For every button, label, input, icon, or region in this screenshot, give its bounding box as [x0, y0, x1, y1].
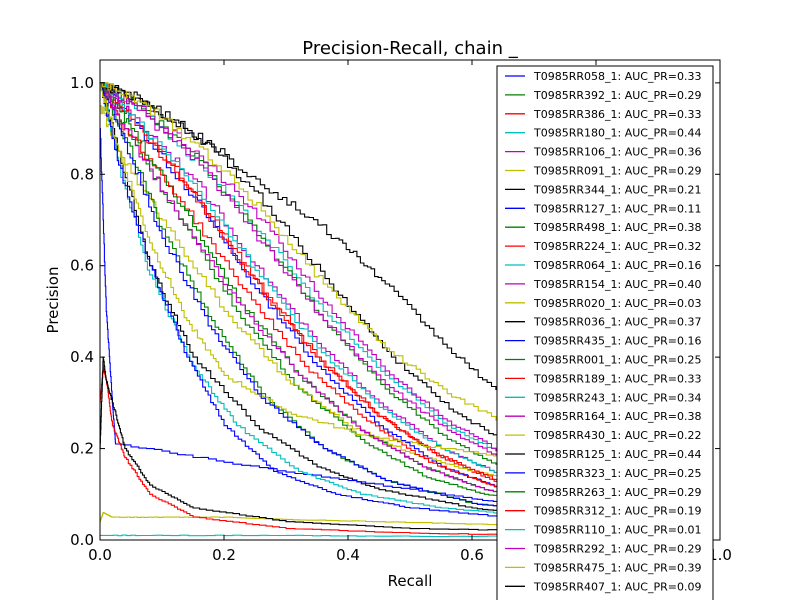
series-line-3: [100, 82, 547, 495]
legend-label: T0985RR243_1: AUC_PR=0.34: [533, 391, 701, 404]
series-line-5: [100, 82, 547, 490]
legend-label: T0985RR224_1: AUC_PR=0.32: [533, 240, 701, 253]
series-line-2: [100, 82, 547, 504]
y-axis-label: Precision: [44, 267, 62, 334]
series-line-20: [100, 82, 547, 463]
legend-label: T0985RR110_1: AUC_PR=0.01: [533, 524, 701, 537]
series-line-15: [100, 82, 547, 522]
series-line-27: [100, 82, 547, 440]
legend-label: T0985RR312_1: AUC_PR=0.19: [533, 505, 701, 518]
legend-label: T0985RR164_1: AUC_PR=0.38: [533, 410, 701, 423]
legend-label: T0985RR058_1: AUC_PR=0.33: [533, 70, 701, 83]
series-line-10: [100, 82, 547, 499]
legend-label: T0985RR064_1: AUC_PR=0.16: [533, 259, 701, 272]
series-line-13: [100, 512, 547, 527]
series-line-1: [100, 82, 547, 499]
legend-label: T0985RR106_1: AUC_PR=0.36: [533, 146, 701, 159]
series-line-6: [100, 105, 547, 486]
x-tick-label: 0.6: [460, 546, 484, 564]
series-line-28: [100, 356, 547, 532]
series-line-23: [100, 82, 547, 500]
legend: T0985RR058_1: AUC_PR=0.33 T0985RR392_1: A…: [496, 65, 714, 600]
legend-label: T0985RR344_1: AUC_PR=0.21: [533, 183, 701, 196]
legend-label: T0985RR180_1: AUC_PR=0.44: [533, 127, 701, 140]
legend-label: T0985RR430_1: AUC_PR=0.22: [533, 429, 701, 442]
series-line-21: [100, 82, 547, 463]
y-tick-label: 0.4: [70, 348, 94, 366]
series-line-17: [100, 82, 547, 495]
x-axis-label: Recall: [388, 572, 433, 590]
series-line-12: [100, 82, 547, 472]
legend-label: T0985RR020_1: AUC_PR=0.03: [533, 297, 701, 310]
legend-label: T0985RR475_1: AUC_PR=0.39: [533, 561, 701, 574]
y-tick-label: 1.0: [70, 74, 94, 92]
y-axis-ticks: 0.0 0.2 0.4 0.6 0.8 1.0: [70, 74, 720, 549]
legend-label: T0985RR323_1: AUC_PR=0.25: [533, 467, 701, 480]
x-tick-label: 0.2: [212, 546, 236, 564]
series-layer: [100, 82, 547, 538]
x-tick-label: 0.4: [336, 546, 360, 564]
legend-label: T0985RR036_1: AUC_PR=0.37: [533, 316, 701, 329]
legend-label: T0985RR125_1: AUC_PR=0.44: [533, 448, 701, 461]
series-line-19: [100, 82, 547, 476]
series-line-22: [100, 82, 547, 513]
legend-label: T0985RR263_1: AUC_PR=0.29: [533, 486, 701, 499]
legend-label: T0985RR292_1: AUC_PR=0.29: [533, 543, 701, 556]
legend-box: [496, 65, 714, 600]
legend-label: T0985RR435_1: AUC_PR=0.16: [533, 335, 701, 348]
series-line-7: [100, 82, 547, 518]
plot-frame: [99, 59, 721, 541]
y-tick-label: 0.2: [70, 440, 94, 458]
series-line-8: [100, 128, 547, 509]
series-line-26: [100, 82, 547, 499]
chart-title: Precision-Recall, chain _: [302, 38, 518, 59]
legend-label: T0985RR127_1: AUC_PR=0.11: [533, 202, 701, 215]
x-tick-label: 1.0: [708, 546, 732, 564]
legend-label: T0985RR386_1: AUC_PR=0.33: [533, 108, 701, 121]
legend-label: T0985RR091_1: AUC_PR=0.29: [533, 165, 701, 178]
legend-label: T0985RR154_1: AUC_PR=0.40: [533, 278, 701, 291]
series-line-24: [100, 365, 547, 537]
legend-label: T0985RR189_1: AUC_PR=0.33: [533, 372, 701, 385]
series-line-18: [100, 82, 547, 490]
legend-label: T0985RR392_1: AUC_PR=0.29: [533, 89, 701, 102]
y-tick-label: 0.0: [70, 531, 94, 549]
x-tick-label: 0.0: [88, 546, 112, 564]
legend-label: T0985RR001_1: AUC_PR=0.25: [533, 354, 701, 367]
y-tick-label: 0.8: [70, 165, 94, 183]
series-line-25: [100, 534, 547, 538]
legend-label: T0985RR498_1: AUC_PR=0.38: [533, 221, 701, 234]
legend-label: T0985RR407_1: AUC_PR=0.09: [533, 580, 701, 593]
y-tick-label: 0.6: [70, 257, 94, 275]
series-line-14: [100, 82, 547, 426]
